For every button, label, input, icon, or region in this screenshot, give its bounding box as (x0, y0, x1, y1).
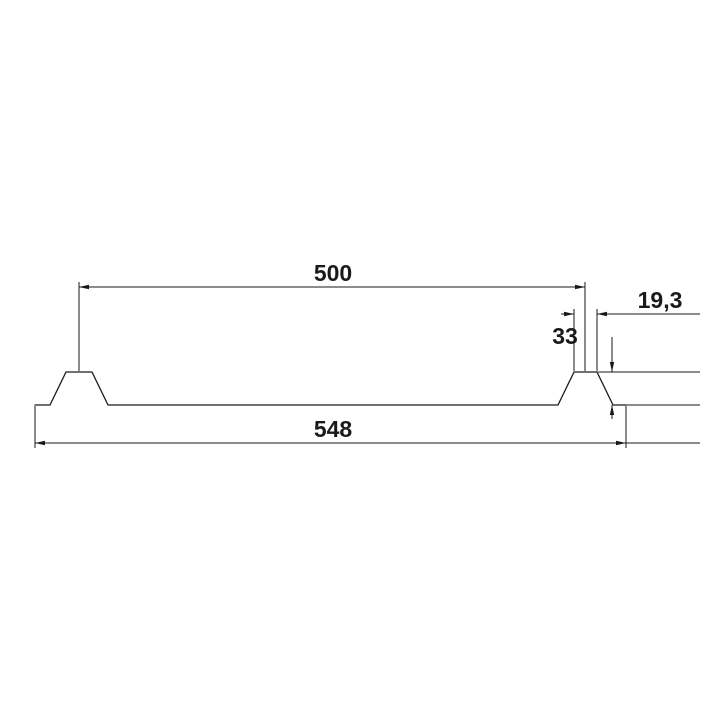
profile-diagram: 500 19,3 33 548 (0, 0, 725, 725)
dim-548-label: 548 (314, 416, 353, 442)
dim-33-label: 33 (552, 323, 578, 349)
dim-19-label: 19,3 (638, 287, 683, 313)
profile-outline (35, 372, 626, 405)
dim-500-label: 500 (314, 260, 352, 286)
